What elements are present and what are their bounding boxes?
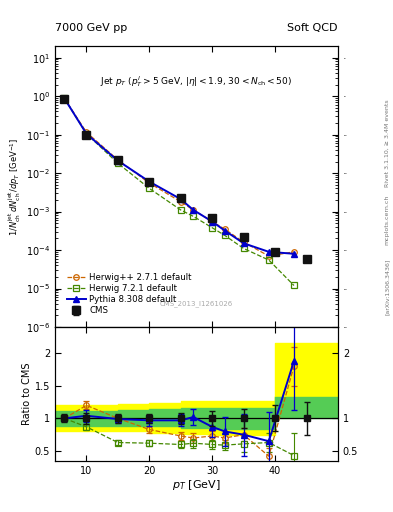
X-axis label: $p_T$ [GeV]: $p_T$ [GeV] — [172, 478, 221, 493]
Herwig 7.2.1 default — [292, 283, 296, 289]
Text: 7000 GeV pp: 7000 GeV pp — [55, 23, 127, 33]
Herwig 7.2.1 default — [116, 160, 120, 166]
Line: Herwig++ 2.7.1 default: Herwig++ 2.7.1 default — [62, 96, 297, 259]
Text: Rivet 3.1.10, ≥ 3.4M events: Rivet 3.1.10, ≥ 3.4M events — [385, 99, 389, 187]
Y-axis label: Ratio to CMS: Ratio to CMS — [22, 362, 32, 425]
Herwig 7.2.1 default — [210, 225, 215, 231]
Herwig 7.2.1 default — [84, 131, 89, 137]
Herwig++ 2.7.1 default — [147, 180, 152, 186]
Herwig++ 2.7.1 default — [62, 95, 67, 101]
Herwig++ 2.7.1 default — [191, 207, 196, 213]
Text: mcplots.cern.ch: mcplots.cern.ch — [385, 195, 389, 245]
Y-axis label: $1/N_\mathrm{ch}^\mathrm{jet}\,dN_\mathrm{ch}^\mathrm{jet}/dp_T\ [\mathrm{GeV}^{: $1/N_\mathrm{ch}^\mathrm{jet}\,dN_\mathr… — [7, 137, 23, 236]
Herwig++ 2.7.1 default — [241, 239, 246, 245]
Pythia 8.308 default — [84, 131, 89, 137]
Text: [arXiv:1306.3436]: [arXiv:1306.3436] — [385, 259, 389, 315]
Herwig++ 2.7.1 default — [292, 249, 296, 255]
Herwig++ 2.7.1 default — [222, 226, 227, 232]
Line: Pythia 8.308 default: Pythia 8.308 default — [61, 95, 297, 257]
Pythia 8.308 default — [292, 251, 296, 257]
Herwig 7.2.1 default — [191, 214, 196, 220]
Herwig 7.2.1 default — [62, 95, 67, 101]
Pythia 8.308 default — [116, 158, 120, 164]
Text: Soft QCD: Soft QCD — [288, 23, 338, 33]
Text: Jet $p_T$ ($p_T^l>5$ GeV, $|\eta|<1.9$, $30<N_\mathrm{ch}<50$): Jet $p_T$ ($p_T^l>5$ GeV, $|\eta|<1.9$, … — [101, 74, 292, 89]
Herwig 7.2.1 default — [222, 232, 227, 239]
Herwig 7.2.1 default — [178, 207, 183, 213]
Herwig++ 2.7.1 default — [84, 129, 89, 135]
Pythia 8.308 default — [266, 249, 271, 255]
Text: CMS_2013_I1261026: CMS_2013_I1261026 — [160, 301, 233, 307]
Herwig++ 2.7.1 default — [116, 157, 120, 163]
Herwig 7.2.1 default — [241, 245, 246, 251]
Pythia 8.308 default — [62, 95, 67, 101]
Line: Herwig 7.2.1 default: Herwig 7.2.1 default — [62, 96, 297, 288]
Herwig 7.2.1 default — [147, 185, 152, 191]
Herwig++ 2.7.1 default — [178, 199, 183, 205]
Pythia 8.308 default — [178, 196, 183, 202]
Herwig++ 2.7.1 default — [210, 219, 215, 225]
Pythia 8.308 default — [191, 207, 196, 213]
Legend: Herwig++ 2.7.1 default, Herwig 7.2.1 default, Pythia 8.308 default, CMS: Herwig++ 2.7.1 default, Herwig 7.2.1 def… — [65, 271, 193, 317]
Pythia 8.308 default — [210, 219, 215, 225]
Pythia 8.308 default — [241, 240, 246, 246]
Pythia 8.308 default — [222, 227, 227, 233]
Pythia 8.308 default — [147, 179, 152, 185]
Herwig 7.2.1 default — [266, 257, 271, 263]
Herwig++ 2.7.1 default — [266, 253, 271, 259]
